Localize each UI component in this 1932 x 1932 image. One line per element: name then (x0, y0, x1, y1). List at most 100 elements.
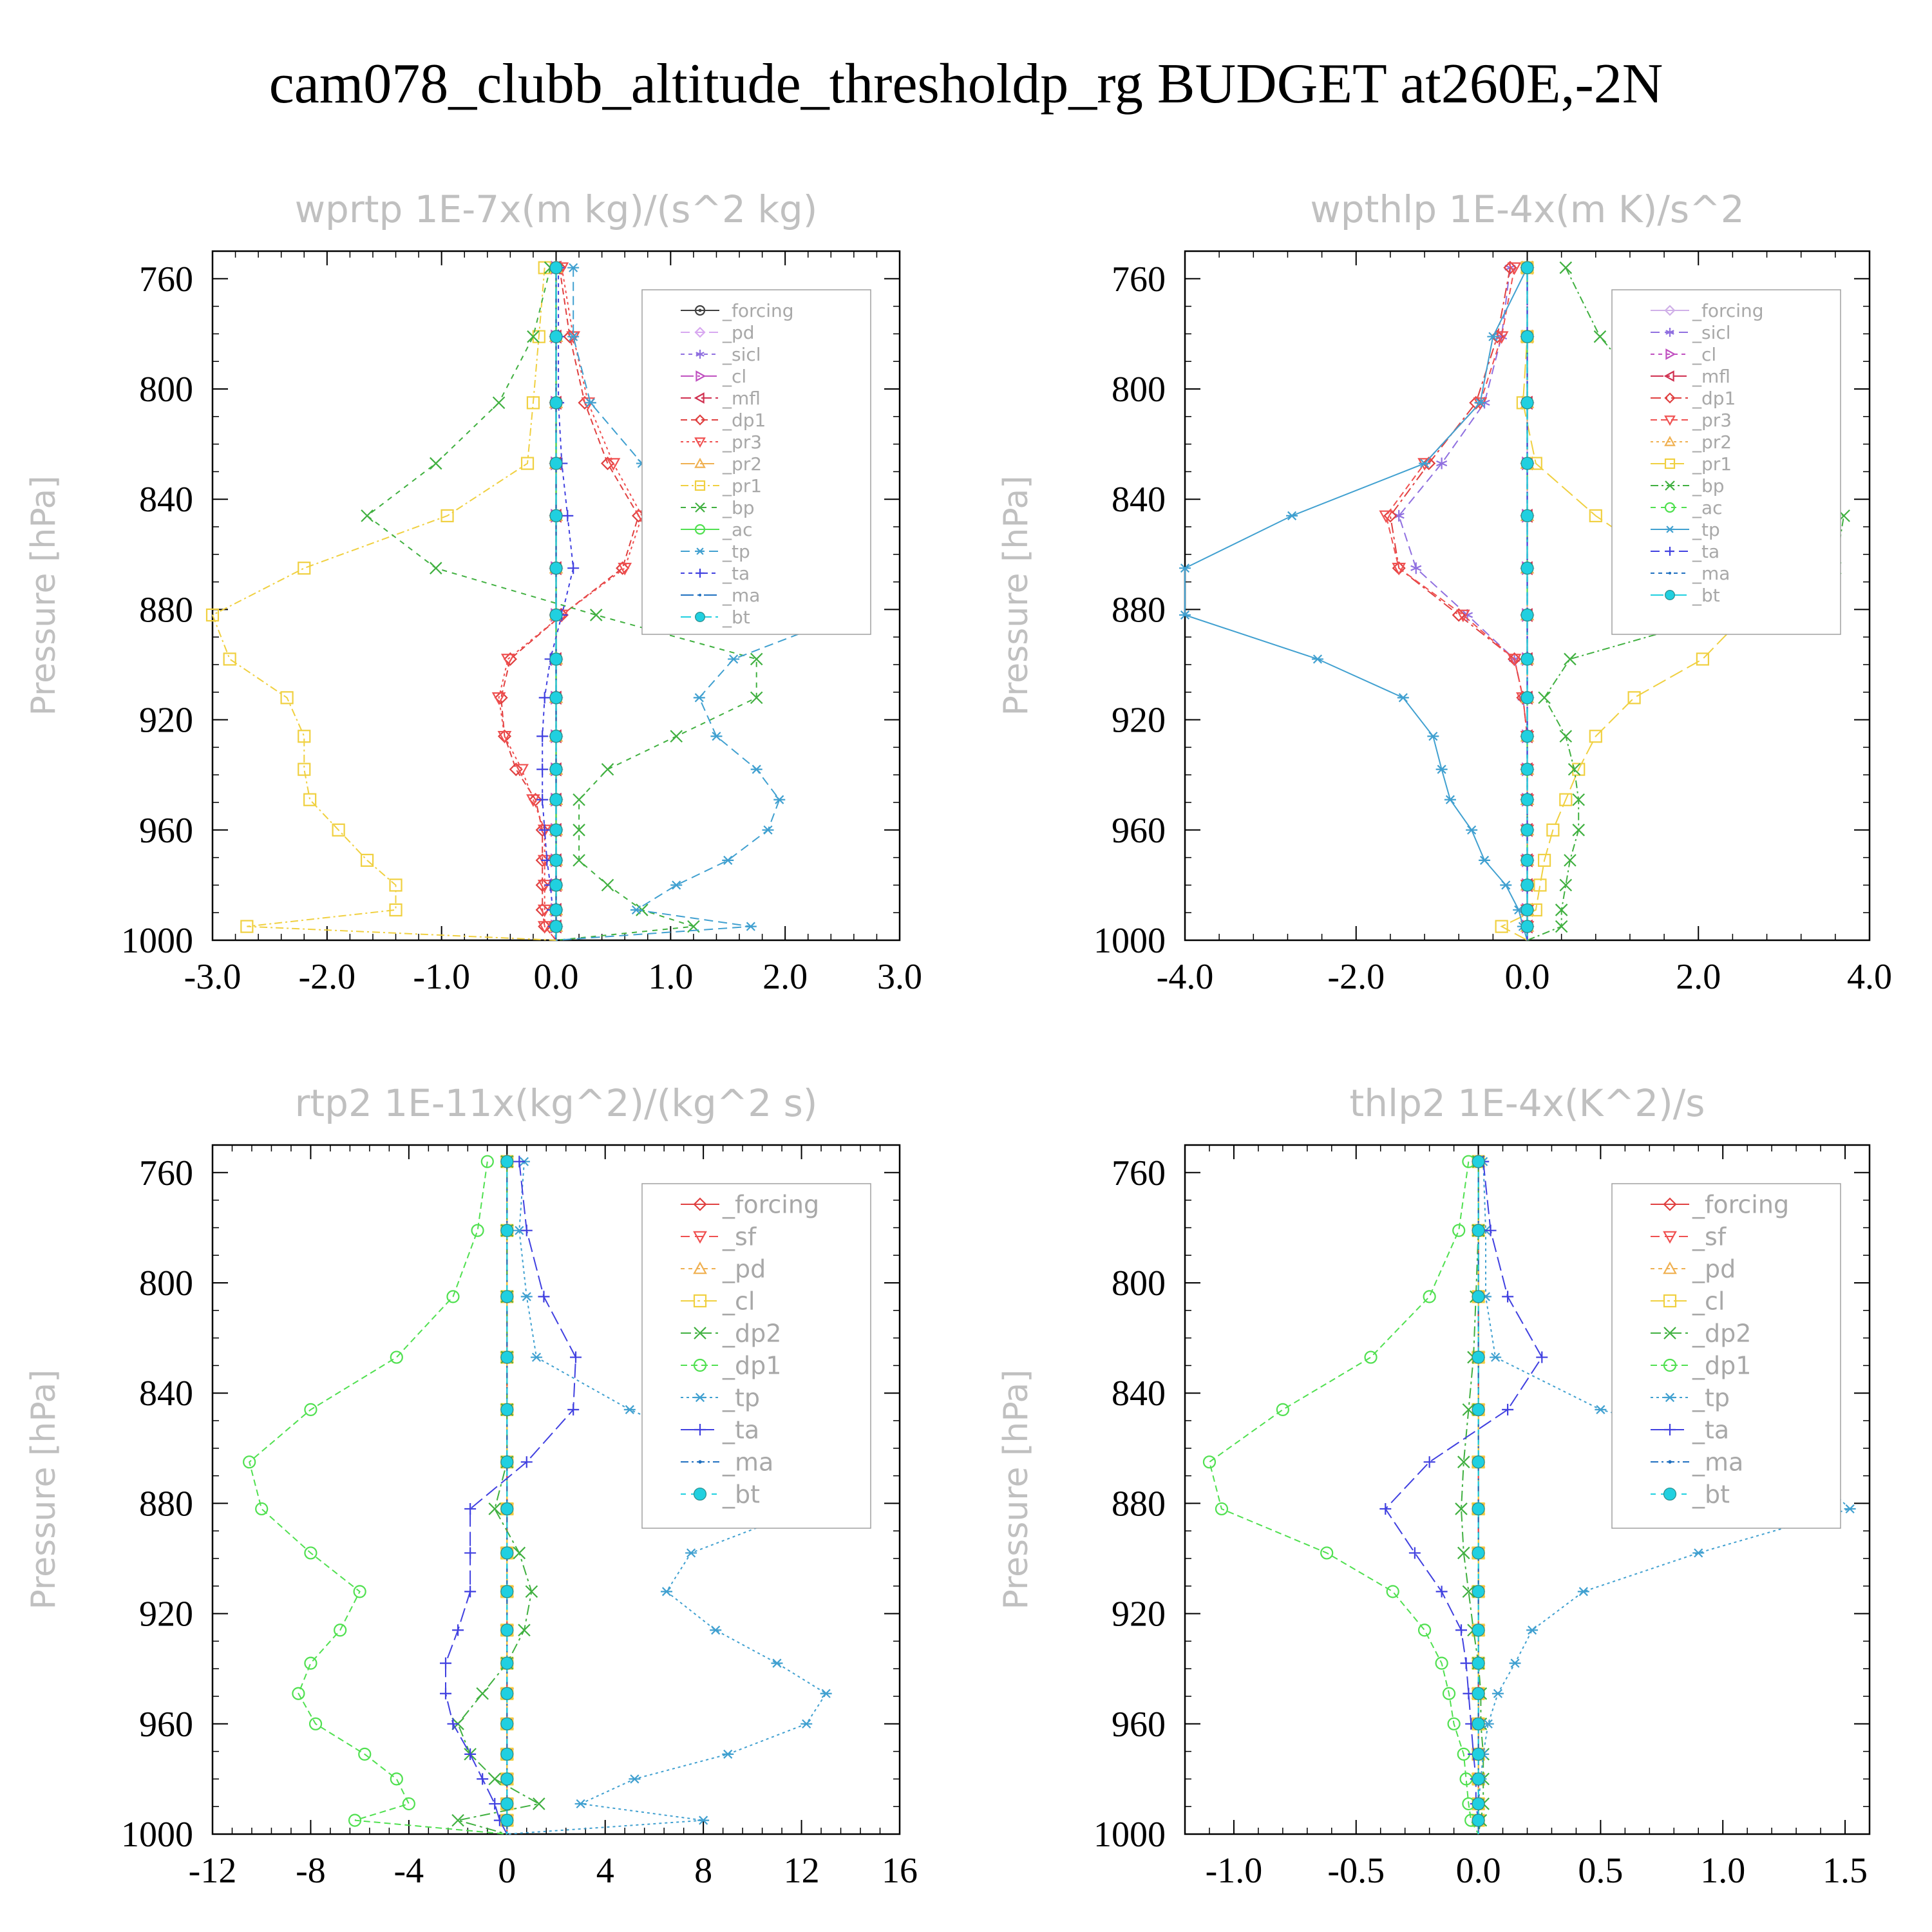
x-tick-label: 0.0 (1505, 957, 1550, 997)
data-point (562, 509, 574, 522)
data-point (520, 1292, 533, 1302)
data-point (1462, 1585, 1475, 1598)
data-point (520, 457, 535, 470)
legend-marker (1665, 526, 1674, 533)
legend-label: _sf (1692, 1222, 1727, 1251)
data-point (1593, 330, 1607, 343)
legend-label: _ac (722, 519, 753, 540)
legend-label: _pr3 (722, 431, 762, 453)
data-point (1408, 1547, 1421, 1559)
legend-entry: _cl (681, 366, 746, 387)
data-point (1436, 457, 1448, 469)
series-pr3 (491, 262, 649, 941)
legend-label: _forcing (1692, 300, 1764, 321)
data-point (1537, 853, 1551, 867)
legend-label: _dp2 (1692, 1319, 1751, 1347)
data-point (509, 762, 523, 777)
data-point (1472, 1224, 1485, 1237)
data-point (1589, 509, 1602, 522)
y-tick-label: 800 (139, 1264, 193, 1303)
data-point (1696, 652, 1709, 666)
data-point (1502, 1291, 1514, 1303)
data-point (537, 921, 552, 934)
data-point (298, 762, 311, 776)
data-point (500, 654, 515, 667)
data-point (697, 1815, 710, 1825)
data-point (1472, 1455, 1485, 1469)
legend-marker (694, 480, 706, 491)
data-point (497, 730, 512, 744)
legend-entry: _sf (1651, 1222, 1727, 1251)
data-point (358, 1747, 372, 1761)
legend-entry: _ta (1651, 1416, 1729, 1444)
x-tick-label: 16 (882, 1851, 918, 1891)
series-line (500, 267, 639, 941)
legend-entry: _tp (1651, 1383, 1730, 1412)
series-ta (1379, 1155, 1548, 1834)
data-point (360, 853, 374, 867)
legend-label: _dp1 (1692, 388, 1736, 409)
data-point (1444, 795, 1456, 804)
legend-box (641, 1183, 871, 1529)
data-point (243, 1455, 256, 1469)
data-point (1559, 793, 1573, 806)
data-point (440, 1687, 452, 1700)
y-axis-label: Pressure [hPa] (997, 476, 1036, 716)
legend-entry: _cl (1651, 1287, 1725, 1315)
legend-entry: _pr3 (1651, 410, 1732, 431)
data-point (1520, 457, 1534, 470)
legend-marker (694, 305, 706, 316)
x-tick-label: -1.0 (413, 957, 470, 997)
data-point (527, 330, 540, 343)
data-point (1422, 457, 1436, 471)
legend-entry: _pr1 (1651, 453, 1732, 475)
series-line (1385, 1161, 1543, 1834)
x-tick-label: -8 (296, 1851, 326, 1891)
data-point (1479, 855, 1491, 865)
data-point (1397, 693, 1409, 703)
y-tick-label: 880 (139, 590, 193, 630)
data-point (477, 1773, 489, 1785)
legend-marker (696, 547, 705, 555)
data-point (489, 1797, 501, 1810)
data-point (710, 1625, 722, 1635)
data-point (500, 1814, 514, 1827)
legend-entry: _pr2 (681, 453, 762, 475)
y-tick-label: 880 (1112, 1484, 1166, 1524)
data-point (1472, 1797, 1485, 1810)
data-point (1520, 608, 1534, 622)
plot-frame (211, 1144, 901, 1835)
data-point (500, 1585, 514, 1598)
data-point (1383, 509, 1397, 523)
legend-label: _bp (722, 497, 755, 518)
legend-marker (696, 350, 705, 359)
data-point (1559, 261, 1573, 274)
legend-label: _ma (722, 1448, 773, 1476)
data-point (567, 562, 580, 574)
data-point (500, 1155, 514, 1168)
series-ta (440, 1155, 582, 1835)
data-point (535, 853, 549, 867)
legend-entry: _forcing (1651, 300, 1764, 321)
x-tick-label: 1.0 (648, 957, 693, 997)
data-point (304, 1403, 317, 1416)
data-point (1472, 1814, 1485, 1827)
legend-marker (1665, 348, 1676, 360)
data-point (1520, 878, 1534, 892)
legend-label: _sf (722, 1222, 757, 1251)
legend-entry: _ac (1651, 497, 1723, 518)
data-point (298, 562, 311, 575)
data-point (618, 562, 632, 576)
data-point (1472, 1687, 1485, 1700)
data-point (1379, 1502, 1392, 1515)
legend-label: _ta (1692, 1416, 1729, 1444)
data-point (710, 732, 723, 741)
data-point (488, 1772, 502, 1786)
data-point (1507, 654, 1522, 667)
data-point (1215, 1502, 1229, 1516)
legend-label: _ta (722, 1416, 759, 1444)
data-point (1509, 1658, 1521, 1668)
y-tick-label: 760 (139, 1153, 193, 1193)
data-point (750, 652, 763, 666)
data-point (348, 1814, 362, 1827)
